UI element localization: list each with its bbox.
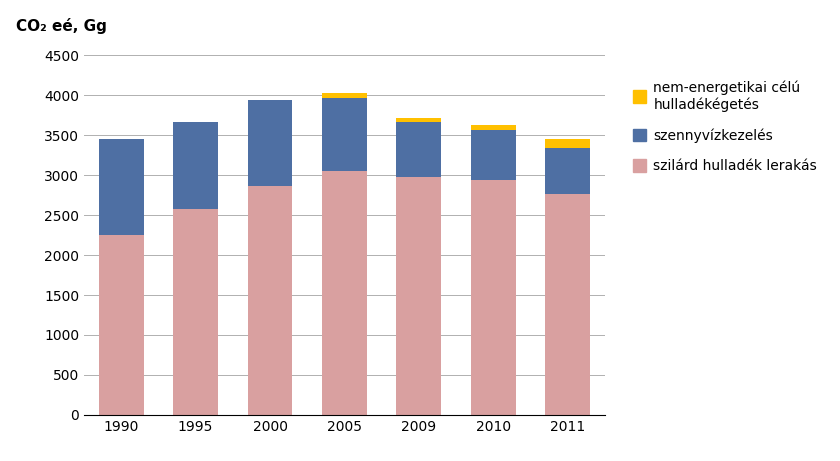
Bar [248, 186, 292, 415]
Bar [545, 195, 590, 415]
Bar [396, 118, 441, 123]
Bar [99, 139, 144, 235]
Bar [322, 171, 367, 415]
Bar [173, 122, 218, 209]
Bar [322, 98, 367, 171]
Bar [471, 130, 516, 180]
Bar [471, 180, 516, 415]
Legend: nem-energetikai célú
hulladékégetés, szennyvízkezelés, szilárd hulladék lerakás: nem-energetikai célú hulladékégetés, sze… [633, 80, 817, 173]
Bar [545, 148, 590, 195]
Bar [396, 123, 441, 177]
Text: CO₂ eé, Gg: CO₂ eé, Gg [16, 18, 108, 34]
Bar [322, 93, 367, 98]
Bar [173, 209, 218, 415]
Bar [471, 125, 516, 130]
Bar [248, 100, 292, 186]
Bar [545, 139, 590, 148]
Bar [396, 177, 441, 415]
Bar [99, 235, 144, 415]
